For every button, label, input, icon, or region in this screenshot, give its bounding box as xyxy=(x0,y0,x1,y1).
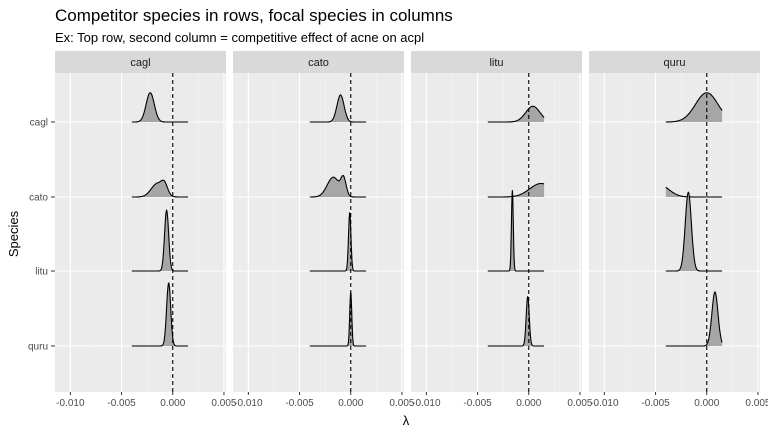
density-line-litu-on-quru xyxy=(665,191,723,272)
density-line-cato-on-quru xyxy=(665,186,723,198)
panel-background xyxy=(589,73,760,392)
x-tick-label: -0.010 xyxy=(412,398,441,409)
density-line-litu-on-cato xyxy=(309,212,367,272)
density-line-quru-on-cagl xyxy=(131,281,189,347)
chart-subtitle: Ex: Top row, second column = competitive… xyxy=(55,30,424,45)
density-line-cagl-on-litu xyxy=(487,105,545,123)
x-tick-label: -0.005 xyxy=(285,398,314,409)
facet-strip-label: cato xyxy=(308,57,329,69)
facet-strip-label: cagl xyxy=(130,57,150,69)
x-tick-label: 0.005 xyxy=(211,398,236,409)
x-tick-label: 0.005 xyxy=(745,398,768,409)
x-tick-label: 0.005 xyxy=(567,398,592,409)
x-tick-label: 0.005 xyxy=(389,398,414,409)
x-tick-label: -0.010 xyxy=(56,398,85,409)
facet-strip xyxy=(55,51,226,73)
density-line-cato-on-cagl xyxy=(131,179,189,198)
density-line-cagl-on-quru xyxy=(665,92,723,123)
density-line-quru-on-quru xyxy=(665,291,723,347)
x-tick-label: 0.000 xyxy=(338,398,363,409)
facet-panel-litu: litu -0.010 -0.005 0.000 0.005 xyxy=(411,51,593,409)
panel-background xyxy=(411,73,582,392)
x-tick-label: -0.005 xyxy=(641,398,670,409)
y-tick-label-litu: litu xyxy=(35,267,48,278)
density-fill-cagl-on-litu xyxy=(487,106,545,122)
facet-strip-label: quru xyxy=(663,57,685,69)
facet-strip-label: litu xyxy=(489,57,503,69)
y-axis-title: Species xyxy=(6,210,21,257)
density-fill-quru-on-quru xyxy=(665,292,723,346)
x-axis-title: λ xyxy=(403,413,410,428)
chart-title: Competitor species in rows, focal specie… xyxy=(55,6,453,25)
x-tick-label: -0.005 xyxy=(107,398,136,409)
facet-panel-quru: quru -0.010 -0.005 0.000 0.005 xyxy=(589,51,768,409)
density-line-cagl-on-cato xyxy=(309,94,367,123)
x-tick-label: 0.000 xyxy=(516,398,541,409)
x-tick-label: -0.010 xyxy=(234,398,263,409)
density-fill-cagl-on-cato xyxy=(309,95,367,122)
panel-background xyxy=(55,73,226,392)
density-fill-cato-on-litu xyxy=(487,183,545,197)
x-tick-label: -0.010 xyxy=(590,398,619,409)
density-fill-cato-on-quru xyxy=(665,187,723,197)
density-line-cato-on-cato xyxy=(309,174,367,198)
facet-strip xyxy=(589,51,760,73)
density-line-quru-on-litu xyxy=(487,296,545,347)
density-fill-cagl-on-cagl xyxy=(131,92,189,122)
facet-strip xyxy=(411,51,582,73)
y-tick-label-quru: quru xyxy=(28,342,48,353)
facet-panel-cato: cato -0.010 -0.005 0.000 0.005 xyxy=(233,51,415,409)
density-fill-cato-on-cagl xyxy=(131,180,189,197)
density-line-litu-on-cagl xyxy=(131,208,189,272)
density-line-cagl-on-cagl xyxy=(131,92,189,123)
y-axis: cagl cato litu quru xyxy=(28,118,55,353)
x-tick-label: 0.000 xyxy=(694,398,719,409)
density-line-cato-on-litu xyxy=(487,182,545,198)
x-tick-label: -0.005 xyxy=(463,398,492,409)
panel-background xyxy=(233,73,404,392)
y-tick-label-cagl: cagl xyxy=(30,118,48,129)
facet-panel-cagl: cagl -0.010 -0.005 0.000 0.005 xyxy=(55,51,237,409)
density-line-quru-on-cato xyxy=(309,292,367,347)
y-tick-label-cato: cato xyxy=(29,193,48,204)
facet-panels: cagl -0.010 -0.005 0.000 0.005 cato -0.010 -0.0… xyxy=(55,51,768,409)
density-line-litu-on-litu xyxy=(487,190,545,272)
x-tick-label: 0.000 xyxy=(160,398,185,409)
facet-strip xyxy=(233,51,404,73)
